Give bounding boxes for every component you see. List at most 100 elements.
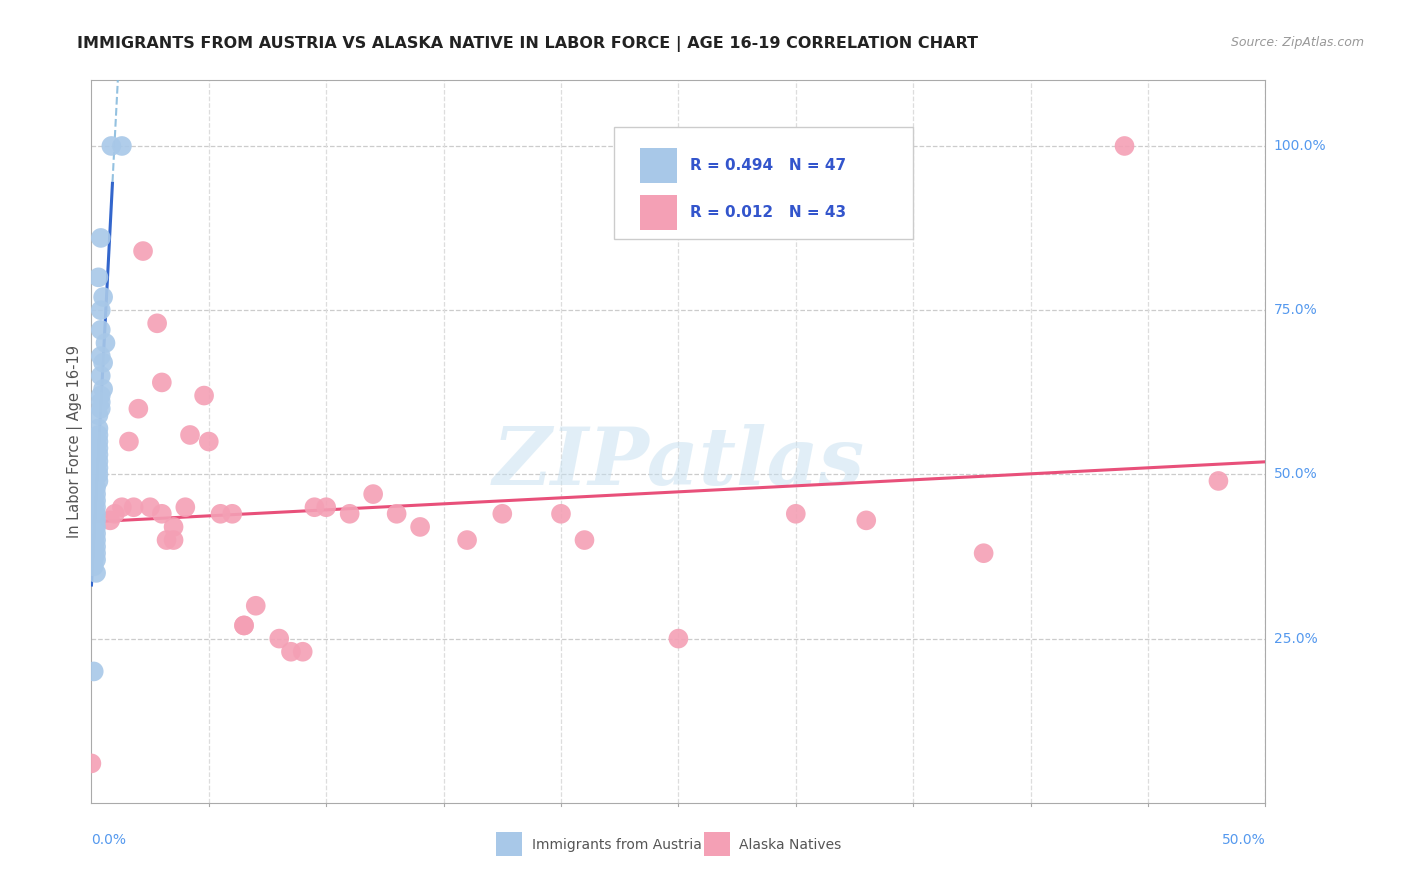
Point — [209, 507, 232, 521]
Text: 100.0%: 100.0% — [1274, 139, 1326, 153]
Point — [84, 546, 107, 560]
Bar — [640, 195, 678, 230]
Point — [146, 316, 169, 330]
Point — [87, 434, 110, 449]
Point — [304, 500, 326, 515]
Point — [456, 533, 478, 547]
Point — [233, 618, 256, 632]
Point — [87, 474, 110, 488]
Point — [245, 599, 267, 613]
Point — [269, 632, 291, 646]
Point — [90, 401, 112, 416]
Point — [339, 507, 361, 521]
Point — [83, 559, 105, 574]
Text: 50.0%: 50.0% — [1274, 467, 1317, 482]
Text: ZIPatlas: ZIPatlas — [492, 425, 865, 502]
Point — [84, 540, 107, 554]
Point — [122, 500, 145, 515]
Point — [155, 533, 177, 547]
Point — [666, 632, 689, 646]
Point — [1114, 139, 1136, 153]
Point — [84, 533, 107, 547]
Point — [90, 323, 112, 337]
Point — [574, 533, 596, 547]
Point — [197, 434, 219, 449]
Point — [91, 356, 114, 370]
Point — [179, 428, 201, 442]
Point — [83, 553, 105, 567]
Bar — [496, 832, 522, 855]
Point — [291, 645, 314, 659]
Point — [84, 481, 107, 495]
Point — [361, 487, 384, 501]
Point — [1208, 474, 1230, 488]
Point — [80, 756, 103, 771]
Point — [83, 540, 105, 554]
Point — [90, 395, 112, 409]
Point — [409, 520, 432, 534]
Text: 75.0%: 75.0% — [1274, 303, 1317, 318]
Point — [91, 382, 114, 396]
Point — [785, 507, 807, 521]
Point — [90, 303, 112, 318]
Point — [84, 493, 107, 508]
Point — [84, 566, 107, 580]
Point — [855, 513, 877, 527]
Point — [87, 428, 110, 442]
Text: 25.0%: 25.0% — [1274, 632, 1317, 646]
Point — [315, 500, 337, 515]
Text: 50.0%: 50.0% — [1222, 833, 1265, 847]
Point — [87, 467, 110, 482]
Point — [174, 500, 197, 515]
Point — [100, 139, 122, 153]
Point — [84, 487, 107, 501]
Point — [221, 507, 243, 521]
Text: R = 0.494   N = 47: R = 0.494 N = 47 — [690, 158, 846, 173]
Point — [84, 513, 107, 527]
Point — [150, 376, 173, 390]
Text: Alaska Natives: Alaska Natives — [740, 838, 842, 852]
Text: IMMIGRANTS FROM AUSTRIA VS ALASKA NATIVE IN LABOR FORCE | AGE 16-19 CORRELATION : IMMIGRANTS FROM AUSTRIA VS ALASKA NATIVE… — [77, 36, 979, 52]
Point — [84, 507, 107, 521]
Point — [385, 507, 408, 521]
Point — [550, 507, 572, 521]
Point — [104, 507, 127, 521]
Point — [87, 448, 110, 462]
Point — [491, 507, 513, 521]
Point — [150, 507, 173, 521]
Point — [84, 553, 107, 567]
Point — [162, 533, 184, 547]
Point — [139, 500, 162, 515]
Point — [233, 618, 256, 632]
Point — [83, 526, 105, 541]
Point — [87, 454, 110, 468]
Point — [90, 349, 112, 363]
Point — [83, 665, 105, 679]
Point — [280, 645, 302, 659]
Text: Immigrants from Austria: Immigrants from Austria — [531, 838, 702, 852]
Bar — [640, 148, 678, 183]
Point — [83, 533, 105, 547]
Text: R = 0.012   N = 43: R = 0.012 N = 43 — [690, 205, 846, 220]
Point — [84, 526, 107, 541]
Point — [90, 231, 112, 245]
Point — [118, 434, 141, 449]
Point — [87, 441, 110, 455]
Bar — [704, 832, 730, 855]
Point — [84, 500, 107, 515]
Point — [111, 500, 134, 515]
Point — [91, 290, 114, 304]
Point — [87, 421, 110, 435]
FancyBboxPatch shape — [614, 128, 912, 239]
Point — [127, 401, 149, 416]
Point — [973, 546, 995, 560]
Point — [87, 460, 110, 475]
Point — [193, 388, 215, 402]
Point — [90, 388, 112, 402]
Point — [87, 270, 110, 285]
Text: 0.0%: 0.0% — [91, 833, 127, 847]
Text: Source: ZipAtlas.com: Source: ZipAtlas.com — [1230, 36, 1364, 49]
Point — [90, 368, 112, 383]
Point — [83, 520, 105, 534]
Point — [83, 513, 105, 527]
